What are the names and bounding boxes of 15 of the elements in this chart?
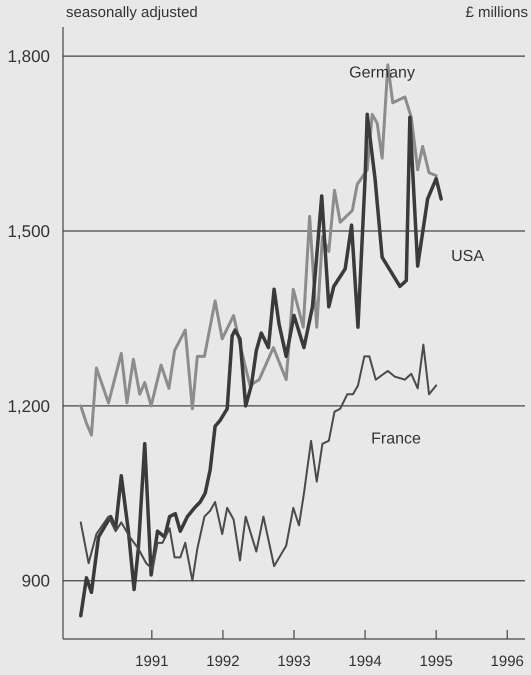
y-tick-label: 1,800 (7, 47, 50, 66)
x-tick-label: 1993 (277, 653, 311, 670)
x-tick-label: 1996 (490, 653, 524, 670)
x-tick-label: 1991 (135, 653, 169, 670)
y-tick-label: 1,500 (7, 222, 50, 241)
y-axis-title: £ millions (465, 4, 528, 21)
series-label: Germany (349, 64, 415, 82)
text: France (371, 430, 422, 448)
x-tick-label: 1992 (206, 653, 240, 670)
y-tick-label: 1,200 (7, 396, 50, 416)
chart-subtitle: seasonally adjusted (66, 4, 198, 21)
series-label: USA (451, 248, 484, 265)
y-tick-label: 900 (22, 572, 50, 591)
x-tick-label: 1995 (419, 653, 453, 670)
x-tick-label: 1994 (348, 653, 382, 670)
